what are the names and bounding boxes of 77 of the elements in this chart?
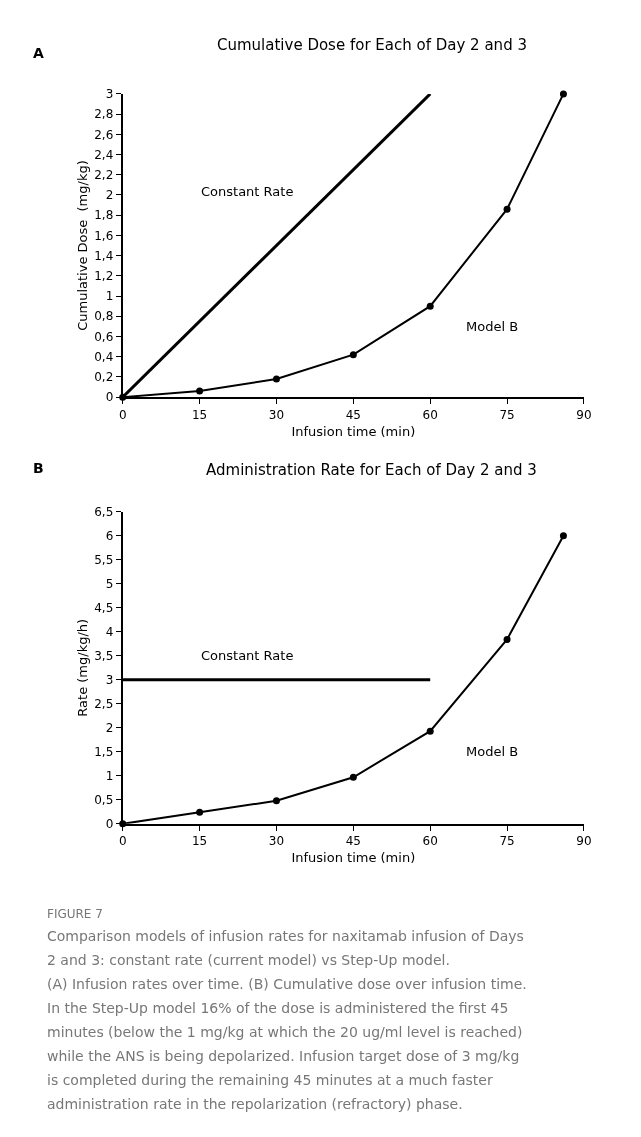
y-tick-label: 2	[105, 188, 114, 203]
y-tick-label: 3,5	[94, 648, 114, 663]
point	[426, 727, 434, 735]
point	[196, 387, 204, 395]
chart-title: Cumulative Dose for Each of Day 2 and 3	[217, 36, 527, 54]
point	[272, 375, 280, 383]
x-tick-label: 15	[191, 834, 208, 849]
y-tick-label: 0,2	[94, 370, 114, 385]
chart-title: Administration Rate for Each of Day 2 and 3	[206, 461, 537, 479]
text: minutes (below the 1 mg/kg at which the 20 ug/ml level is reached)	[47, 1024, 523, 1040]
x-tick-label: 60	[422, 407, 438, 422]
y-tick-label: 3	[105, 672, 114, 687]
caption: FIGURE 7	[47, 907, 103, 921]
x-tick-label: 60	[422, 834, 438, 849]
x-tick-label: 90	[576, 407, 592, 422]
text: 2 and 3: constant rate (current model) vs Step-Up model.	[47, 952, 450, 968]
y-tick-label: 1,4	[94, 248, 114, 263]
x-axis-title: Infusion time (min)	[291, 423, 416, 439]
y-tick-label: 6	[105, 528, 114, 543]
text: (A) Infusion rates over time. (B) Cumulative dose over infusion time.	[47, 976, 527, 992]
point	[503, 635, 511, 643]
x-tick-label: 45	[345, 834, 361, 849]
x-tick-label: 0	[118, 834, 127, 849]
y-tick-label: 0	[105, 390, 114, 405]
x-tick-label: 0	[118, 407, 127, 422]
y-tick-label: 1	[105, 769, 114, 783]
y-axis-title: Rate (mg/kg/h)	[74, 618, 90, 717]
x-tick-label: 75	[499, 834, 515, 849]
y-tick-label: 2,4	[94, 147, 114, 162]
y-tick-label: 6,5	[94, 504, 114, 519]
x-tick-label: 30	[268, 407, 285, 422]
x-tick-label: 30	[268, 834, 285, 849]
y-tick-label: 2,2	[94, 167, 114, 182]
text: administration rate in the repolarization (refractory) phase.	[47, 1096, 463, 1112]
y-tick-label: 0,8	[94, 309, 114, 324]
point	[349, 773, 357, 781]
y-tick-label: 3	[105, 87, 114, 102]
point	[503, 205, 511, 213]
y-tick-label: 1,6	[94, 228, 114, 243]
y-tick-label: 4,5	[94, 600, 114, 615]
y-tick-label: 5	[105, 576, 114, 591]
y-axis-title: Cumulative Dose (mg/kg)	[74, 160, 90, 331]
x-axis-title: Infusion time (min)	[291, 850, 416, 866]
y-tick-label: 2	[105, 720, 114, 735]
x-tick-label: 90	[576, 834, 592, 849]
text: Comparison models of infusion rates for naxitamab infusion of Days	[47, 928, 524, 944]
point	[559, 532, 567, 540]
y-tick-label: 1,2	[94, 269, 114, 284]
text: In the Step-Up model 16% of the dose is administered the first 45	[47, 1000, 509, 1016]
y-tick-label: 0,4	[94, 349, 114, 364]
y-tick-label: 0,5	[94, 793, 114, 808]
y-tick-label: 1	[105, 289, 114, 304]
y-tick-label: 2,5	[94, 696, 114, 711]
x-tick-label: 45	[345, 407, 361, 422]
y-tick-label: 0	[105, 817, 114, 832]
x-tick-label: 75	[499, 407, 515, 422]
point	[272, 797, 280, 805]
y-tick-label: 5,5	[94, 552, 114, 567]
series-label: Constant Rate	[201, 184, 294, 199]
y-tick-label: 1,5	[94, 744, 114, 759]
y-tick-label: 2,8	[94, 107, 114, 122]
x-tick-label: 15	[191, 407, 208, 422]
text: while the ANS is being depolarized. Infusion target dose of 3 mg/kg	[47, 1048, 520, 1064]
point	[349, 351, 357, 359]
point	[426, 302, 434, 310]
y-tick-label: 4	[105, 624, 114, 639]
text: Model B	[466, 744, 519, 759]
text: is completed during the remaining 45 minutes at a much faster	[47, 1072, 493, 1088]
series-label: Constant Rate	[201, 648, 294, 663]
text: Model B	[466, 319, 519, 334]
y-tick-label: 2,6	[94, 127, 114, 142]
y-tick-label: 0,6	[94, 329, 114, 344]
y-tick-label: 1,8	[94, 208, 114, 223]
text: A	[33, 45, 44, 61]
point	[559, 90, 567, 98]
point	[196, 808, 204, 816]
text: B	[33, 460, 44, 476]
